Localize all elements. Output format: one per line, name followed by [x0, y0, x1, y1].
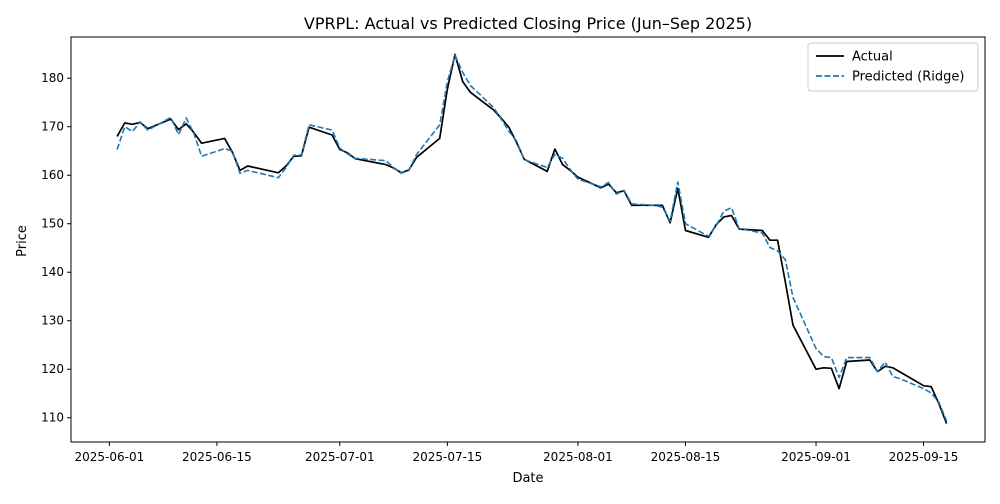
series-line-predicted — [116, 54, 948, 422]
x-axis: 2025-06-01 2025-06-15 2025-07-01 2025-07-15… — [75, 442, 959, 464]
plot-area — [70, 36, 986, 443]
x-tick-label: 2025-07-01 — [305, 450, 375, 464]
y-axis-label: Price — [15, 225, 30, 257]
legend-label-predicted: Predicted (Ridge) — [852, 70, 964, 85]
legend-box — [807, 42, 979, 92]
legend-label-actual: Actual — [852, 50, 893, 65]
x-tick-label: 2025-06-15 — [182, 450, 252, 464]
y-tick-label: 150 — [41, 217, 64, 231]
y-tick-label: 110 — [41, 411, 64, 425]
y-tick-label: 140 — [41, 265, 64, 279]
x-tick-label: 2025-08-01 — [543, 450, 613, 464]
y-tick-label: 130 — [41, 314, 64, 328]
y-tick-label: 170 — [41, 120, 64, 134]
plot-frame — [70, 36, 986, 443]
chart-title: VPRPL: Actual vs Predicted Closing Price… — [304, 14, 752, 33]
y-tick-label: 180 — [41, 71, 64, 85]
x-axis-label: Date — [512, 471, 543, 486]
x-tick-label: 2025-09-01 — [781, 450, 851, 464]
x-tick-label: 2025-08-15 — [651, 450, 721, 464]
x-tick-label: 2025-06-01 — [75, 450, 145, 464]
series-line-actual — [116, 53, 948, 424]
legend: Actual Predicted (Ridge) — [807, 42, 979, 92]
x-tick-label: 2025-09-15 — [889, 450, 959, 464]
y-tick-label: 120 — [41, 362, 64, 376]
y-axis: 110 120 130 140 150 160 170 180 — [41, 71, 71, 425]
x-tick-label: 2025-07-15 — [412, 450, 482, 464]
y-tick-label: 160 — [41, 168, 64, 182]
